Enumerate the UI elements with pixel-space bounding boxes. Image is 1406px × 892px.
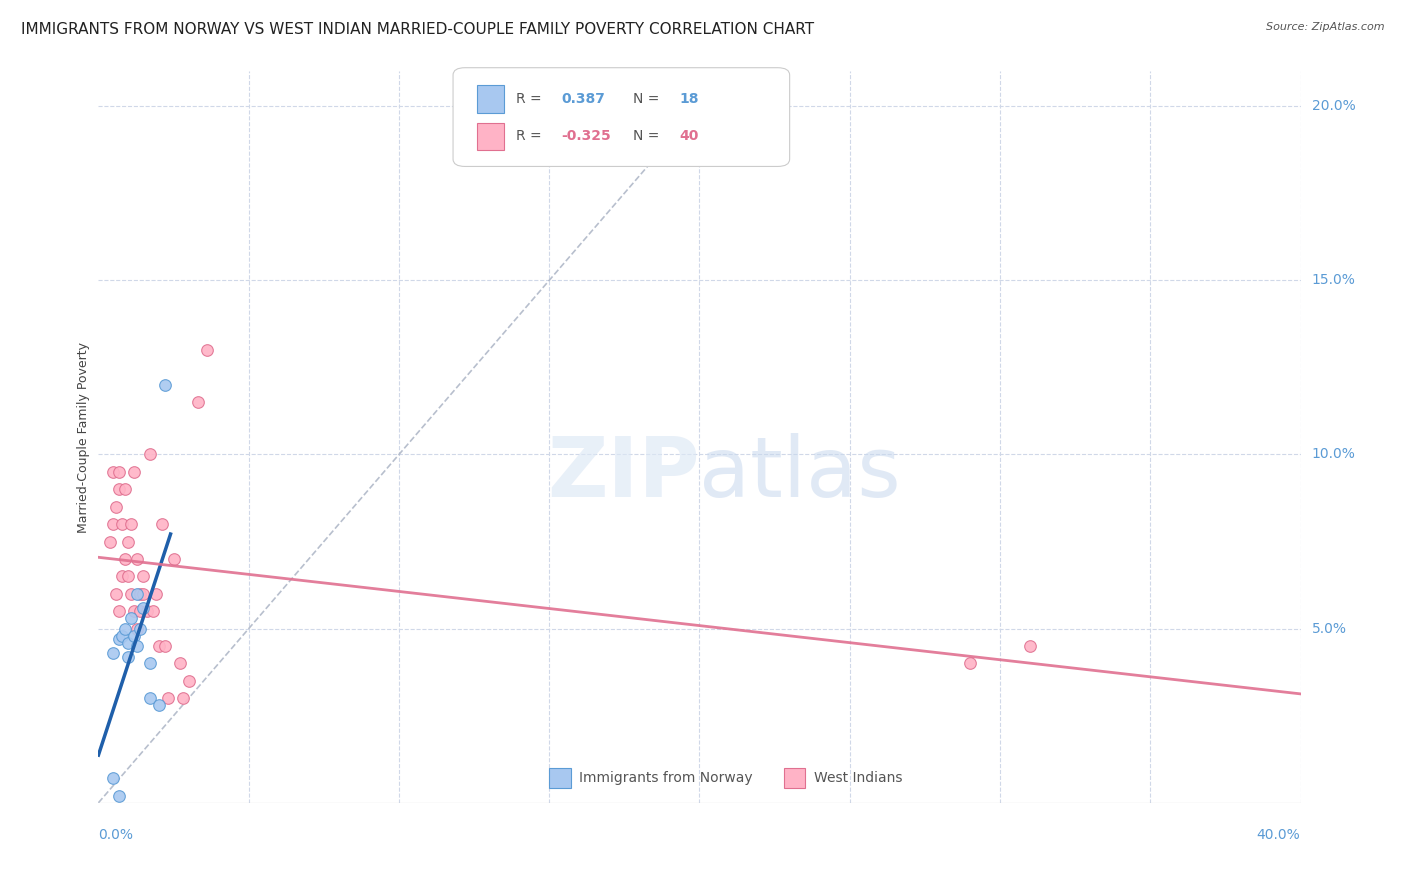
Text: 18: 18 bbox=[679, 92, 699, 106]
Text: ZIP: ZIP bbox=[547, 434, 699, 514]
Point bbox=[195, 343, 218, 357]
Text: atlas: atlas bbox=[699, 434, 901, 514]
Point bbox=[177, 673, 200, 688]
Point bbox=[132, 569, 155, 583]
Point bbox=[129, 622, 152, 636]
Text: R =: R = bbox=[516, 92, 546, 106]
FancyBboxPatch shape bbox=[477, 86, 503, 113]
Point bbox=[169, 657, 191, 671]
Point bbox=[108, 465, 131, 479]
Text: 10.0%: 10.0% bbox=[1312, 448, 1355, 461]
Text: 15.0%: 15.0% bbox=[1312, 273, 1355, 287]
Point bbox=[114, 483, 136, 497]
Point bbox=[124, 465, 146, 479]
Text: 40: 40 bbox=[679, 129, 699, 144]
Point bbox=[127, 552, 149, 566]
Text: 5.0%: 5.0% bbox=[1312, 622, 1347, 636]
Point bbox=[121, 517, 143, 532]
Point bbox=[148, 698, 170, 713]
Point bbox=[103, 465, 125, 479]
Text: 0.0%: 0.0% bbox=[98, 828, 134, 842]
Text: Immigrants from Norway: Immigrants from Norway bbox=[579, 771, 752, 785]
Text: 20.0%: 20.0% bbox=[1312, 99, 1355, 113]
Point bbox=[117, 649, 139, 664]
Text: 0.387: 0.387 bbox=[561, 92, 605, 106]
Point bbox=[172, 691, 194, 706]
Point bbox=[117, 635, 139, 649]
Point bbox=[162, 552, 184, 566]
Point bbox=[103, 517, 125, 532]
Point bbox=[150, 517, 173, 532]
FancyBboxPatch shape bbox=[453, 68, 790, 167]
Point bbox=[103, 772, 125, 786]
Text: -0.325: -0.325 bbox=[561, 129, 612, 144]
FancyBboxPatch shape bbox=[783, 768, 806, 789]
Point bbox=[138, 657, 160, 671]
Point bbox=[103, 646, 125, 660]
Point bbox=[114, 622, 136, 636]
FancyBboxPatch shape bbox=[550, 768, 571, 789]
Point bbox=[1019, 639, 1042, 653]
Point bbox=[121, 587, 143, 601]
Point bbox=[148, 639, 170, 653]
Point bbox=[108, 789, 131, 803]
FancyBboxPatch shape bbox=[477, 122, 503, 151]
Point bbox=[121, 611, 143, 625]
Point bbox=[117, 569, 139, 583]
Point bbox=[127, 587, 149, 601]
Text: Source: ZipAtlas.com: Source: ZipAtlas.com bbox=[1267, 22, 1385, 32]
Point bbox=[111, 517, 134, 532]
Point bbox=[141, 604, 163, 618]
Text: West Indians: West Indians bbox=[814, 771, 903, 785]
Point bbox=[153, 377, 176, 392]
Point bbox=[127, 639, 149, 653]
Point bbox=[153, 639, 176, 653]
Point bbox=[129, 604, 152, 618]
Text: N =: N = bbox=[633, 129, 664, 144]
Point bbox=[156, 691, 179, 706]
Point bbox=[127, 622, 149, 636]
Point bbox=[138, 448, 160, 462]
Text: R =: R = bbox=[516, 129, 546, 144]
Text: 40.0%: 40.0% bbox=[1257, 828, 1301, 842]
Point bbox=[114, 552, 136, 566]
Point bbox=[138, 691, 160, 706]
Point bbox=[132, 587, 155, 601]
Point bbox=[108, 632, 131, 646]
Text: N =: N = bbox=[633, 92, 664, 106]
Point bbox=[117, 534, 139, 549]
Point bbox=[108, 483, 131, 497]
Y-axis label: Married-Couple Family Poverty: Married-Couple Family Poverty bbox=[77, 342, 90, 533]
Point bbox=[132, 600, 155, 615]
Point bbox=[124, 629, 146, 643]
Point bbox=[105, 587, 128, 601]
Point bbox=[124, 604, 146, 618]
Point bbox=[959, 657, 981, 671]
Point bbox=[111, 569, 134, 583]
Point bbox=[108, 604, 131, 618]
Point bbox=[105, 500, 128, 514]
Text: IMMIGRANTS FROM NORWAY VS WEST INDIAN MARRIED-COUPLE FAMILY POVERTY CORRELATION : IMMIGRANTS FROM NORWAY VS WEST INDIAN MA… bbox=[21, 22, 814, 37]
Point bbox=[135, 604, 157, 618]
Point bbox=[187, 395, 209, 409]
Point bbox=[111, 629, 134, 643]
Point bbox=[145, 587, 167, 601]
Point bbox=[100, 534, 122, 549]
Point bbox=[129, 587, 152, 601]
